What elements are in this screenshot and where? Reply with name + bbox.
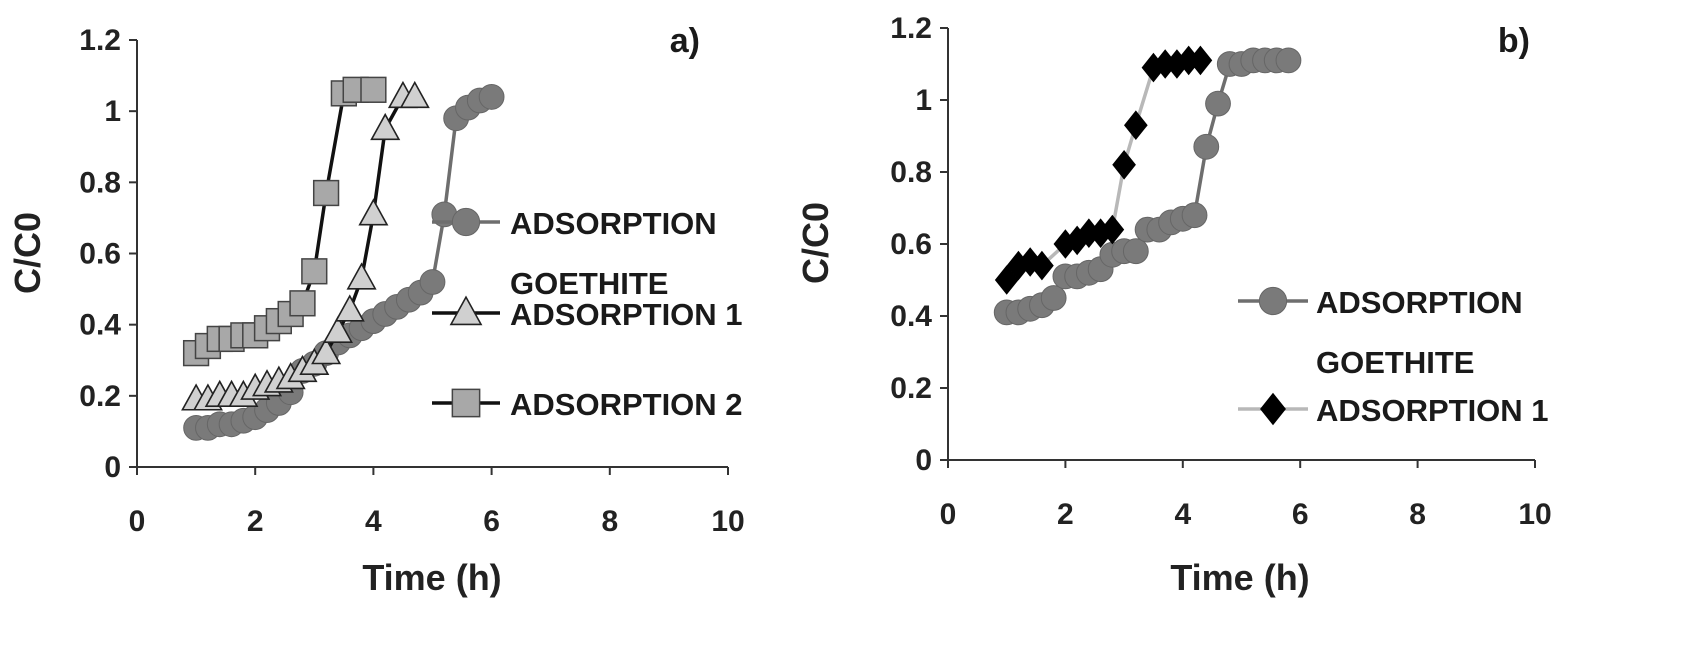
x-tick-label: 10 [1518, 498, 1551, 531]
data-point [311, 337, 342, 365]
y-tick-label: 0.2 [890, 372, 932, 405]
legend-marker [451, 207, 481, 237]
data-point [1040, 285, 1067, 311]
legend-entry: ADSORPTION GOETHITE [1238, 285, 1523, 380]
panel-label: a) [670, 22, 700, 60]
y-axis-label: C/C0 [795, 202, 836, 284]
y-axis-label: C/C0 [7, 212, 48, 294]
y-tick-label: 0.4 [79, 309, 121, 342]
series-line [196, 95, 493, 430]
data-point [360, 76, 387, 103]
x-axis-label: Time (h) [1170, 557, 1309, 598]
data-point [1181, 202, 1208, 229]
y-tick-label: 1.2 [79, 24, 121, 57]
chart-panel-a: 0 0.2 0.4 0.6 0.8 1 1.2 0 2 4 6 8 10 Time (h) C/C0 a) AD… [7, 22, 745, 598]
legend-marker [1260, 392, 1286, 426]
x-tick-label: 6 [483, 505, 500, 538]
chart-panel-b: 0 0.2 0.4 0.6 0.8 1 1.2 0 2 4 6 8 10 Time (h) C/C0 b) AD… [795, 12, 1552, 598]
legend-label: ADSORPTION [510, 206, 717, 241]
y-tick-label: 0.6 [79, 238, 121, 271]
x-tick-label: 0 [940, 498, 957, 531]
legend-entry: ADSORPTION 2 [432, 387, 743, 422]
legend-entry: ADSORPTION 1 [432, 295, 743, 332]
data-point [994, 265, 1019, 295]
x-tick-label: 0 [129, 505, 146, 538]
data-point [301, 258, 328, 285]
y-tick-label: 0 [915, 444, 932, 477]
data-point [419, 269, 446, 295]
legend-label-line2: GOETHITE [510, 266, 668, 301]
y-tick-label: 1 [104, 95, 121, 128]
data-point [312, 179, 340, 207]
data-point [346, 262, 377, 290]
y-tick-label: 0 [104, 451, 121, 484]
data-point [1205, 90, 1231, 117]
series-square [182, 76, 387, 367]
legend-label-line2: GOETHITE [1316, 345, 1474, 380]
x-tick-label: 4 [365, 505, 382, 538]
x-tick-label: 6 [1292, 498, 1309, 531]
legend-label: ADSORPTION 2 [510, 387, 743, 422]
legend-entry: ADSORPTION 1 [1238, 392, 1549, 428]
y-tick-label: 0.2 [79, 380, 121, 413]
data-point [370, 112, 401, 141]
series-triangle [181, 80, 430, 411]
data-point [1123, 110, 1148, 141]
y-tick-label: 1 [915, 84, 932, 117]
y-tick-label: 0.8 [79, 166, 121, 199]
legend-label: ADSORPTION 1 [1316, 393, 1549, 428]
y-tick-label: 0.8 [890, 156, 932, 189]
data-point [334, 294, 365, 322]
x-tick-label: 8 [1409, 498, 1426, 531]
data-point [289, 290, 316, 317]
x-tick-label: 8 [601, 505, 618, 538]
series-diamond [994, 45, 1213, 295]
data-point [322, 315, 353, 343]
data-point [1275, 47, 1302, 74]
series-circle [993, 47, 1302, 326]
legend-entry: ADSORPTION GOETHITE [432, 206, 717, 301]
panel-label: b) [1498, 22, 1530, 60]
data-point [478, 84, 505, 110]
legend-marker [1258, 286, 1288, 316]
data-point [399, 80, 430, 109]
data-point [1030, 250, 1054, 281]
x-axis-label: Time (h) [362, 557, 501, 598]
legend-label: ADSORPTION 1 [510, 297, 743, 332]
x-tick-label: 2 [247, 505, 264, 538]
series-line [196, 95, 415, 402]
data-point [1112, 149, 1136, 180]
data-point [1193, 133, 1220, 160]
legend-marker [449, 295, 483, 326]
legend-label: ADSORPTION [1316, 285, 1523, 320]
x-tick-label: 2 [1057, 498, 1074, 531]
x-tick-label: 10 [711, 505, 744, 538]
x-tick-label: 4 [1174, 498, 1191, 531]
data-point [1100, 214, 1125, 245]
data-point [358, 198, 389, 226]
y-tick-label: 0.4 [890, 300, 932, 333]
data-point [1188, 45, 1213, 76]
series-line [1006, 58, 1289, 315]
legend-marker [451, 388, 481, 418]
data-point [1122, 238, 1149, 265]
y-tick-label: 1.2 [890, 12, 932, 45]
y-tick-label: 0.6 [890, 228, 932, 261]
